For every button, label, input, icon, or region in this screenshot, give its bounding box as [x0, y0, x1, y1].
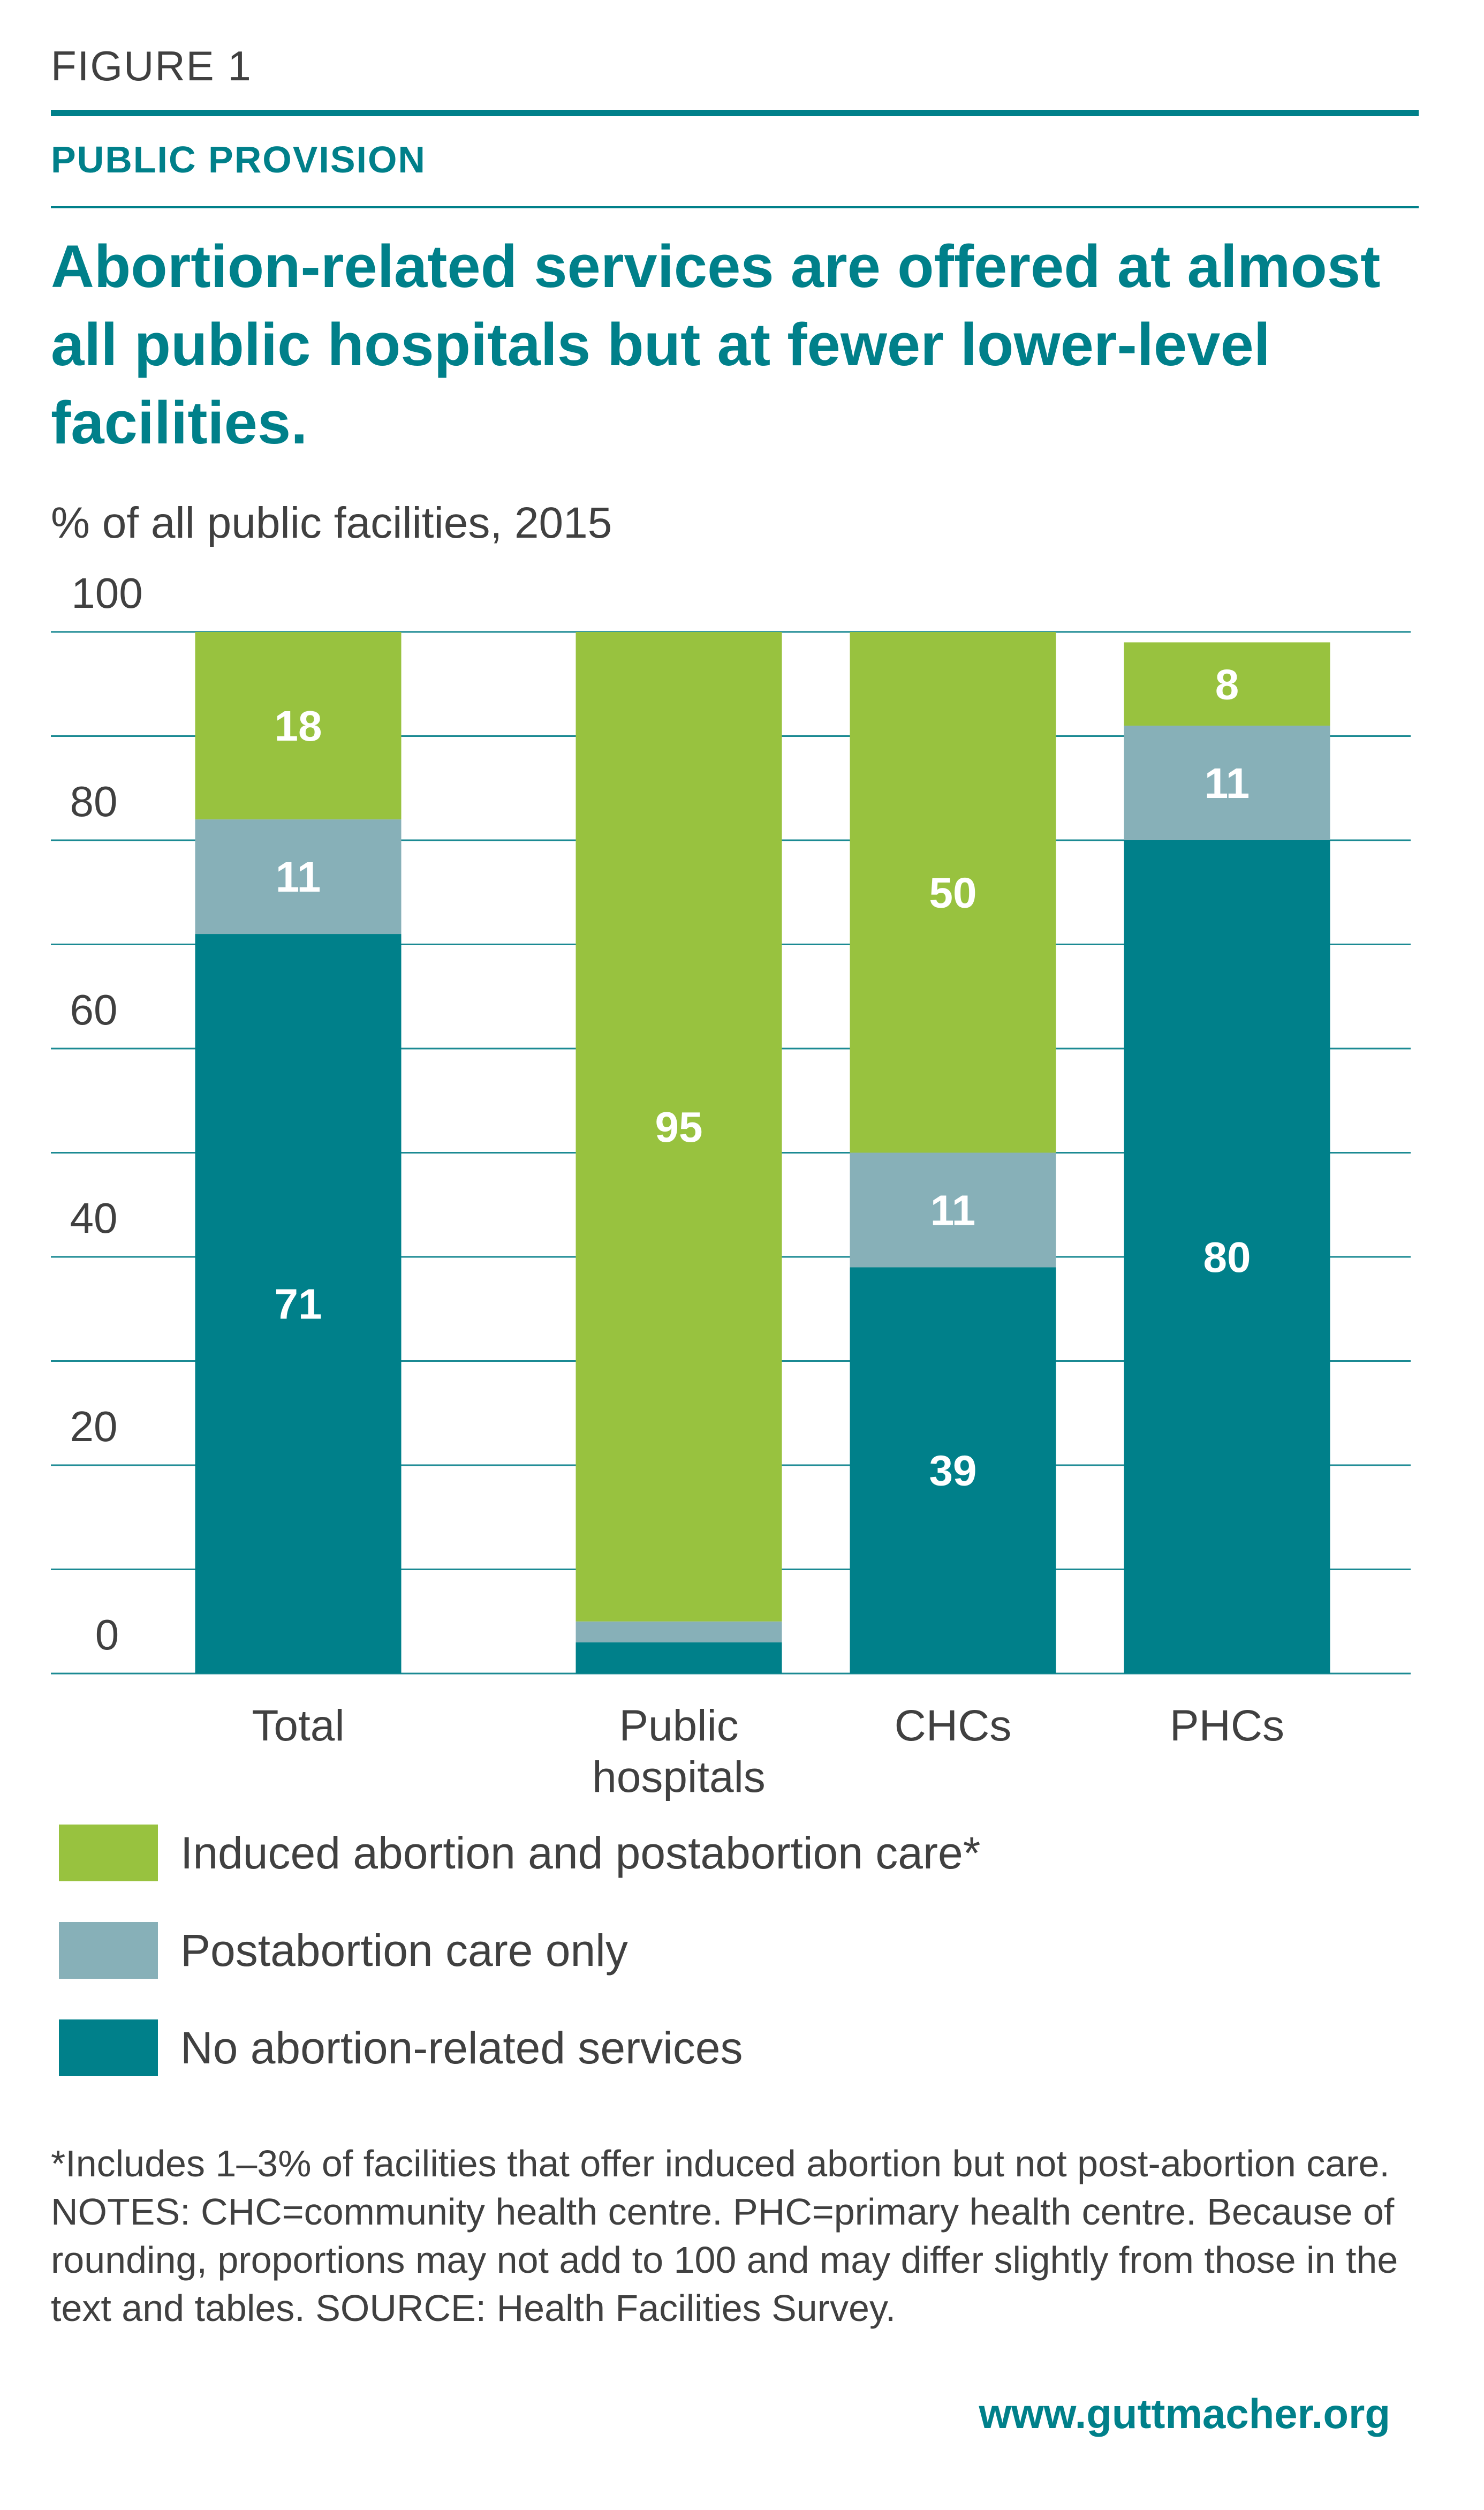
y-tick-labels: 0 20 40 60 80 100 [70, 569, 143, 1659]
legend-swatch-induced [59, 1825, 158, 1881]
legend-item-induced: Induced abortion and postabortion care* [59, 1823, 980, 1882]
bar-value-label: 50 [929, 869, 977, 916]
bar-segment [1124, 726, 1330, 840]
bar-segment [1124, 840, 1330, 1674]
bar-value-label: 8 [1215, 660, 1239, 708]
bar-value-label: 95 [655, 1103, 703, 1151]
y-tick-label: 20 [70, 1403, 118, 1450]
bar-value-label: 11 [276, 853, 321, 901]
legend-label-none: No abortion-related services [180, 2022, 743, 2073]
kicker: PUBLIC PROVISION [51, 139, 426, 180]
footnotes: *Includes 1–3% of facilities that offer … [51, 2143, 1398, 2329]
legend-label-induced: Induced abortion and postabortion care* [180, 1827, 981, 1878]
bar-value-label: 11 [1205, 759, 1250, 807]
bar-segment [195, 819, 402, 934]
legend-swatch-postabortion [59, 1922, 158, 1979]
legend-item-none: No abortion-related services [59, 2018, 980, 2077]
bar-value-label: 80 [1203, 1233, 1251, 1281]
legend: Induced abortion and postabortion care* … [59, 1823, 980, 2116]
y-tick-label: 80 [70, 778, 118, 825]
y-tick-label: 0 [95, 1611, 119, 1659]
bar-value-label: 18 [275, 702, 322, 750]
category-label: Total [252, 1701, 344, 1750]
bar-value-label: 39 [929, 1447, 977, 1495]
bar-segment [850, 632, 1056, 1153]
y-tick-label: 40 [70, 1194, 118, 1242]
bars: 71 11 18 95 39 11 50 80 11 8 [195, 632, 1330, 1674]
bar-segment [195, 632, 402, 820]
bar-value-label: 71 [275, 1280, 322, 1328]
category-label: Public hospitals [592, 1701, 766, 1802]
bar-segment [850, 1267, 1056, 1674]
category-label: PHCs [1170, 1701, 1284, 1750]
bar-segment [1124, 642, 1330, 726]
bar-segment [576, 1642, 782, 1674]
category-labels: Total Public hospitals CHCs PHCs [252, 1701, 1284, 1802]
header-rule [51, 110, 1419, 116]
footer-url: www.guttmacher.org [979, 2390, 1390, 2437]
bar-segment [195, 934, 402, 1674]
y-tick-label: 60 [70, 986, 118, 1034]
legend-item-postabortion: Postabortion care only [59, 1921, 980, 1980]
bar-segment [576, 1621, 782, 1642]
bar-value-label: 11 [930, 1186, 976, 1234]
kicker-rule [51, 206, 1419, 208]
category-label: CHCs [895, 1701, 1012, 1750]
figure-label: FIGURE 1 [51, 42, 252, 89]
stacked-bar-chart: 71 11 18 95 39 11 50 80 11 8 0 20 40 60 80 100 Total Pu… [51, 569, 1411, 1802]
bar-segment [576, 632, 782, 1622]
y-tick-label: 100 [71, 569, 142, 617]
unit-label: % of all public facilities, 2015 [51, 499, 612, 547]
legend-label-postabortion: Postabortion care only [180, 1925, 628, 1976]
legend-swatch-none [59, 2019, 158, 2076]
chart-title: Abortion-related services are offered at… [51, 233, 1381, 456]
bar-segment [850, 1152, 1056, 1268]
